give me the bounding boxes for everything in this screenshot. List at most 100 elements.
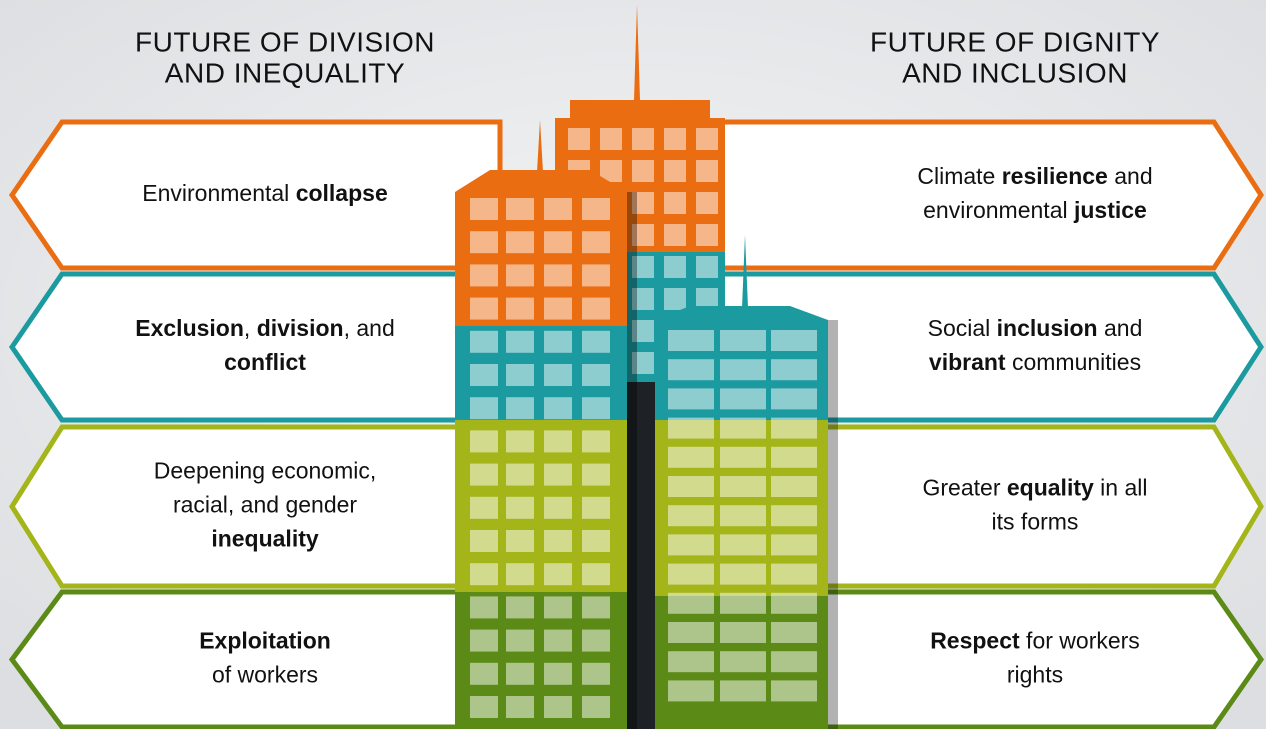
window [470,331,498,353]
window [771,476,817,497]
window [664,160,686,182]
window [720,564,766,585]
bold-text: division [257,315,344,341]
window [668,359,714,380]
text-span: and [1098,315,1143,341]
text-span: Social [928,315,997,341]
window [720,680,766,701]
window [470,497,498,519]
window [544,430,572,452]
window [668,330,714,351]
window [544,663,572,685]
window [668,534,714,555]
window [544,364,572,386]
window [582,397,610,419]
window [470,464,498,486]
window [544,331,572,353]
window [771,418,817,439]
text-span: Deepening economic, [154,458,376,484]
window [506,497,534,519]
bold-text: conflict [224,349,306,375]
window [470,231,498,253]
window [506,198,534,220]
window [470,630,498,652]
infographic: FUTURE OF DIVISIONAND INEQUALITYFUTURE O… [0,0,1266,729]
window [720,330,766,351]
window [771,534,817,555]
window [582,563,610,585]
row-text: of workers [212,662,318,688]
header-line: AND INEQUALITY [165,57,405,88]
shadow [627,192,637,729]
window [506,364,534,386]
window [600,128,622,150]
window [696,256,718,278]
window [720,505,766,526]
window [582,663,610,685]
window [668,476,714,497]
window [582,596,610,618]
row-text: environmental justice [923,197,1147,223]
window [720,593,766,614]
window [668,651,714,672]
window [668,622,714,643]
header-line: FUTURE OF DIVISION [135,26,435,57]
window [544,464,572,486]
window [668,680,714,701]
window [506,663,534,685]
window [771,447,817,468]
row-text: Exclusion, division, and [135,315,395,341]
roof [570,100,710,118]
bold-text: equality [1007,475,1094,501]
text-span: in all [1094,475,1148,501]
window [544,696,572,718]
bold-text: Respect [930,628,1020,654]
window [582,696,610,718]
header-line: AND INCLUSION [902,57,1128,88]
row-text: Greater equality in all [923,475,1148,501]
window [720,476,766,497]
window [720,651,766,672]
window [664,224,686,246]
window [582,198,610,220]
window [771,505,817,526]
window [506,530,534,552]
window [771,330,817,351]
row-text: racial, and gender [173,492,357,518]
window [470,663,498,685]
window [720,418,766,439]
bold-text: vibrant [929,349,1006,375]
window [506,596,534,618]
window [668,505,714,526]
window [720,388,766,409]
window [664,192,686,214]
window [470,563,498,585]
bold-text: collapse [296,180,388,206]
window [582,430,610,452]
window [582,464,610,486]
window [506,630,534,652]
row-text: vibrant communities [929,349,1141,375]
window [568,128,590,150]
right-band [690,122,1261,268]
bold-text: inclusion [997,315,1098,341]
window [470,264,498,286]
window [582,630,610,652]
window [544,264,572,286]
window [696,192,718,214]
text-span: Climate [917,163,1001,189]
row-text: Climate resilience and [917,163,1152,189]
window [668,593,714,614]
window [544,397,572,419]
window [696,224,718,246]
window [582,497,610,519]
text-span: and [1108,163,1153,189]
window [470,430,498,452]
text-span: rights [1007,662,1063,688]
window [544,298,572,320]
window [470,696,498,718]
window [668,388,714,409]
window [664,288,686,310]
window [771,593,817,614]
text-span: for workers [1020,628,1140,654]
